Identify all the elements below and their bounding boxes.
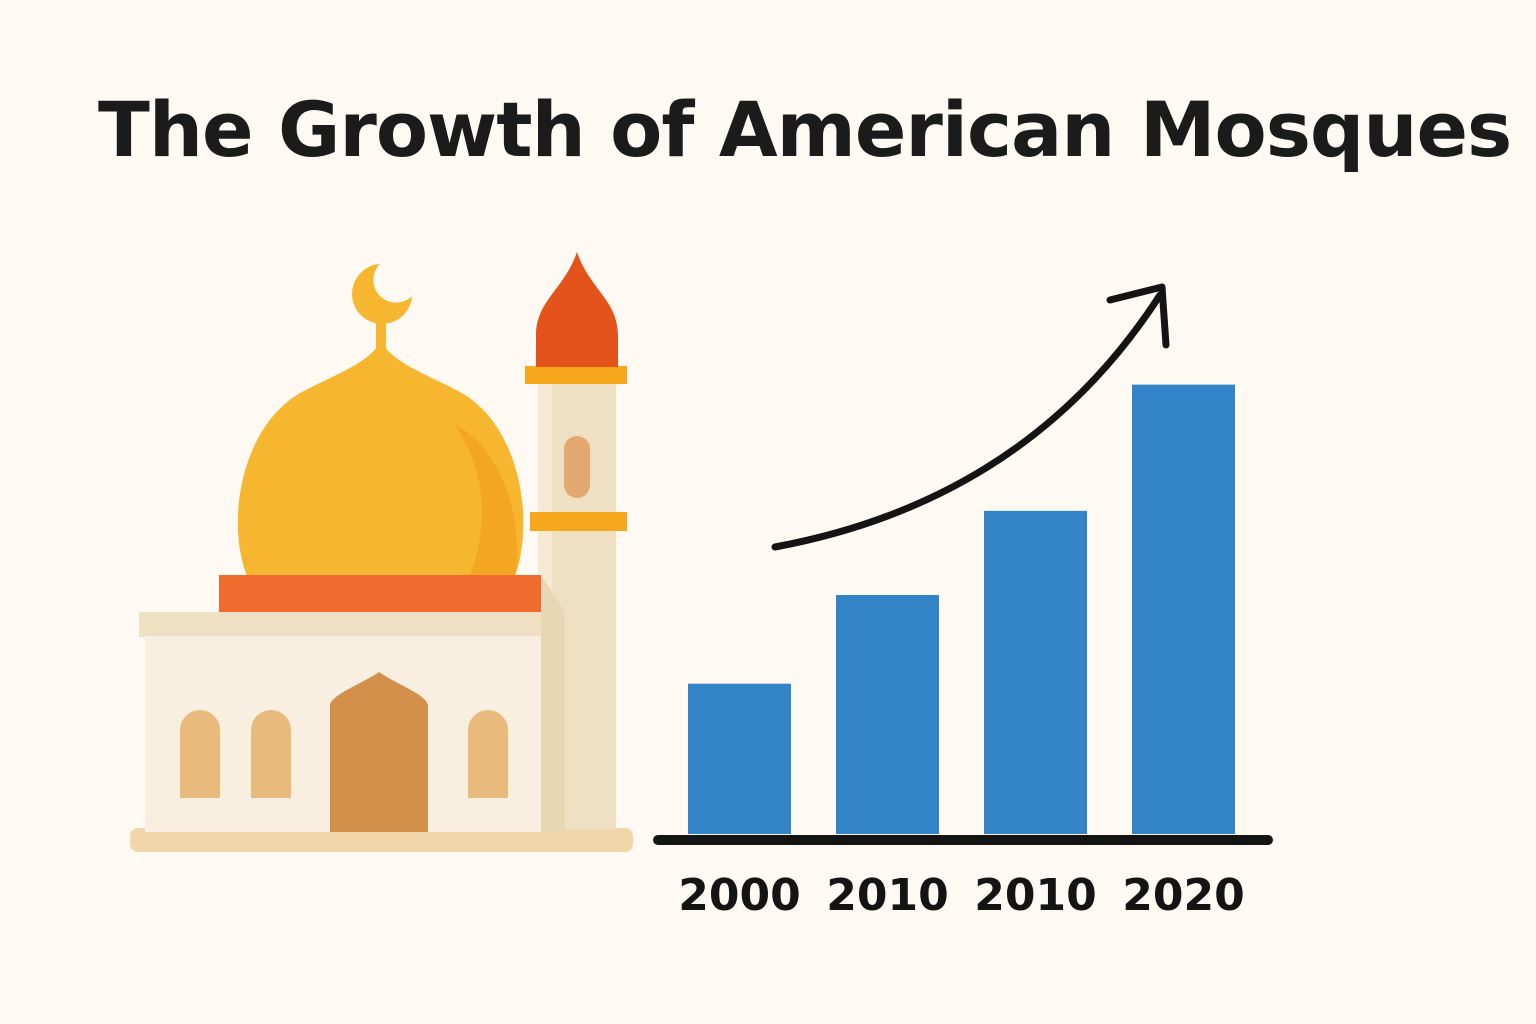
x-tick-label: 2000 <box>678 870 800 921</box>
mosque-windows <box>180 710 508 798</box>
x-tick-label: 2010 <box>974 870 1096 921</box>
bar-1 <box>836 595 939 834</box>
mosque-door <box>330 672 428 832</box>
x-tick-label: 2020 <box>1122 870 1244 921</box>
trend-arrow-icon <box>771 283 1170 551</box>
dome-band <box>219 575 541 612</box>
bar-3 <box>1132 384 1235 834</box>
x-tick-label: 2010 <box>826 870 948 921</box>
minaret-cap <box>536 252 618 367</box>
mosque-base <box>130 828 633 852</box>
bar-2 <box>984 510 1087 834</box>
page-title: The Growth of American Mosques <box>98 85 1512 174</box>
dome <box>237 340 524 576</box>
bar-0 <box>688 683 791 834</box>
crescent-icon <box>352 264 412 352</box>
